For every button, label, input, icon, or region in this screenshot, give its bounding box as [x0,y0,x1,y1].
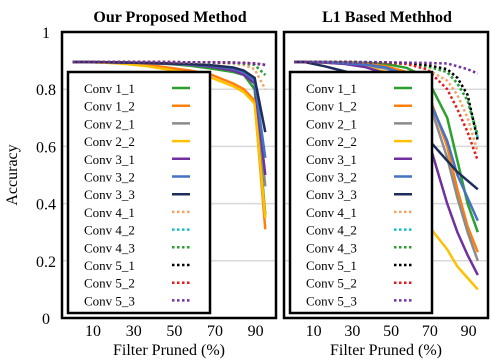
y-axis-label: Accuracy [4,144,21,205]
legend-label: Conv 5_2 [306,276,357,291]
legend-box [66,70,212,315]
x-tick-label: 70 [422,323,438,340]
legend-label: Conv 2_2 [84,134,135,149]
x-tick-label: 50 [383,323,399,340]
legend-label: Conv 2_1 [84,116,135,131]
legend-label: Conv 4_1 [306,205,357,220]
legend-label: Conv 3_2 [84,170,135,185]
series-line-conv-5-3 [294,60,479,75]
chart-title: L1 Based Methhod [322,9,452,26]
legend-label: Conv 3_1 [84,152,135,167]
legend-label: Conv 4_3 [84,240,135,255]
x-tick-label: 70 [207,323,223,340]
legend-label: Conv 1_2 [306,99,357,114]
y-tick-label: 0.2 [36,254,56,271]
legend-box [288,70,434,315]
series-line-conv-5-3 [72,60,266,67]
legend-label: Conv 5_1 [84,258,135,273]
legend-label: Conv 5_2 [84,276,135,291]
legend-label: Conv 2_2 [306,134,357,149]
legend-label: Conv 4_2 [84,223,135,238]
legend-label: Conv 3_2 [306,170,357,185]
legend-label: Conv 5_1 [306,258,357,273]
x-tick-label: 90 [248,323,264,340]
y-tick-label: 0.6 [36,139,56,156]
legend-label: Conv 5_3 [306,293,357,308]
x-axis-label: Filter Pruned (%) [113,342,225,359]
legend-label: Conv 1_2 [84,99,135,114]
legend-label: Conv 3_3 [306,187,357,202]
legend-label: Conv 4_2 [306,223,357,238]
legend-label: Conv 3_1 [306,152,357,167]
x-tick-label: 10 [85,323,101,340]
legend-label: Conv 1_1 [306,81,357,96]
plot-frame [282,30,490,320]
legend-label: Conv 1_1 [84,81,135,96]
y-tick-label: 0 [42,311,50,328]
legend-label: Conv 4_1 [84,205,135,220]
legend-label: Conv 4_3 [306,240,357,255]
x-tick-label: 90 [461,323,477,340]
y-tick-label: 0.4 [36,197,56,214]
plot-frame [60,30,278,320]
x-tick-label: 30 [344,323,360,340]
y-tick-label: 1 [42,25,50,42]
chart-title: Our Proposed Method [93,9,246,26]
legend-label: Conv 3_3 [84,187,135,202]
x-tick-label: 50 [166,323,182,340]
series-line-conv-3-3 [72,60,267,133]
x-tick-label: 10 [306,323,322,340]
legend-label: Conv 5_3 [84,293,135,308]
legend-label: Conv 2_1 [306,116,357,131]
x-axis-label: Filter Pruned (%) [330,342,442,359]
y-tick-label: 0.8 [36,82,56,99]
x-tick-label: 30 [126,323,142,340]
